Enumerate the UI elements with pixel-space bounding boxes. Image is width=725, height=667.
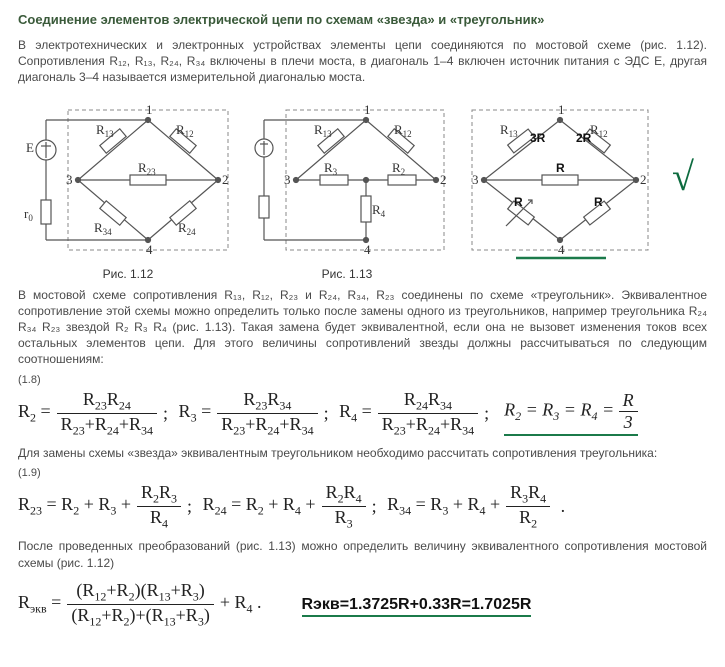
svg-text:3R: 3R xyxy=(530,131,546,145)
svg-text:R13: R13 xyxy=(500,122,518,139)
svg-text:4: 4 xyxy=(558,242,565,257)
svg-text:3: 3 xyxy=(66,172,73,187)
svg-text:2R: 2R xyxy=(576,131,592,145)
svg-text:1: 1 xyxy=(558,102,565,117)
bridge-diagram-1: 1 2 3 4 E r0 R13 R12 R23 R34 R24 xyxy=(18,92,238,262)
star-equations: R2 = R23R24 R23+R24+R34 ; R3 = R23R34 R2… xyxy=(18,390,707,437)
rekv-row: Rэкв = (R12+R2)(R13+R3) (R12+R2)+(R13+R3… xyxy=(18,577,707,636)
bridge-diagram-3: 1 2 3 4 R13 R12 3R 2R R R R xyxy=(456,92,666,262)
figure-worked: 1 2 3 4 R13 R12 3R 2R R R R √ xyxy=(456,92,694,262)
paragraph-3: Для замены схемы «звезда» эквивалентным … xyxy=(18,445,707,461)
svg-text:r0: r0 xyxy=(24,206,33,223)
svg-text:R2: R2 xyxy=(392,160,405,177)
paragraph-2: В мостовой схеме сопротивления R₁₃, R₁₂,… xyxy=(18,287,707,368)
figure-1-12: 1 2 3 4 E r0 R13 R12 R23 R34 R24 Рис. 1.… xyxy=(18,92,238,281)
figure-1-13: 1 2 3 4 R13 R12 R3 R2 R4 Рис. 1.13 xyxy=(242,92,452,281)
svg-text:R12: R12 xyxy=(176,122,194,139)
rekv-equation: Rэкв = (R12+R2)(R13+R3) (R12+R2)+(R13+R3… xyxy=(18,581,262,628)
svg-text:3: 3 xyxy=(284,172,291,187)
figures-row: 1 2 3 4 E r0 R13 R12 R23 R34 R24 Рис. 1.… xyxy=(18,92,707,281)
svg-text:R: R xyxy=(514,195,523,209)
svg-text:1: 1 xyxy=(146,102,153,117)
svg-text:R4: R4 xyxy=(372,202,386,219)
svg-text:R12: R12 xyxy=(394,122,412,139)
equation-number-2: (1.9) xyxy=(18,467,707,479)
figure-1-13-caption: Рис. 1.13 xyxy=(242,267,452,281)
svg-text:R34: R34 xyxy=(94,220,112,237)
svg-text:R13: R13 xyxy=(314,122,332,139)
equation-number-1: (1.8) xyxy=(18,374,707,386)
svg-text:1: 1 xyxy=(364,102,371,117)
svg-text:4: 4 xyxy=(146,242,153,257)
triangle-equations: R23 = R2 + R3 + R2R3 R4 ; R24 = R2 + R4 … xyxy=(18,483,707,530)
svg-text:R12: R12 xyxy=(590,122,608,139)
svg-text:E: E xyxy=(26,140,34,155)
svg-text:R24: R24 xyxy=(178,220,196,237)
svg-text:R13: R13 xyxy=(96,122,114,139)
page-title: Соединение элементов электрической цепи … xyxy=(18,12,707,27)
svg-text:2: 2 xyxy=(640,172,647,187)
equal-r-result: R2 = R3 = R4 = R 3 xyxy=(504,391,637,436)
svg-text:2: 2 xyxy=(440,172,447,187)
intro-paragraph: В электротехнических и электронных устро… xyxy=(18,37,707,86)
paragraph-4: После проведенных преобразований (рис. 1… xyxy=(18,538,707,570)
svg-text:3: 3 xyxy=(472,172,479,187)
figure-1-12-caption: Рис. 1.12 xyxy=(18,267,238,281)
rekv-result: Rэкв=1.3725R+0.33R=1.7025R xyxy=(302,596,532,617)
bridge-diagram-2: 1 2 3 4 R13 R12 R3 R2 R4 xyxy=(242,92,452,262)
svg-text:R23: R23 xyxy=(138,160,156,177)
svg-text:2: 2 xyxy=(222,172,229,187)
check-icon: √ xyxy=(666,153,694,200)
svg-text:R3: R3 xyxy=(324,160,338,177)
svg-text:R: R xyxy=(556,161,565,175)
svg-text:4: 4 xyxy=(364,242,371,257)
svg-text:R: R xyxy=(594,195,603,209)
